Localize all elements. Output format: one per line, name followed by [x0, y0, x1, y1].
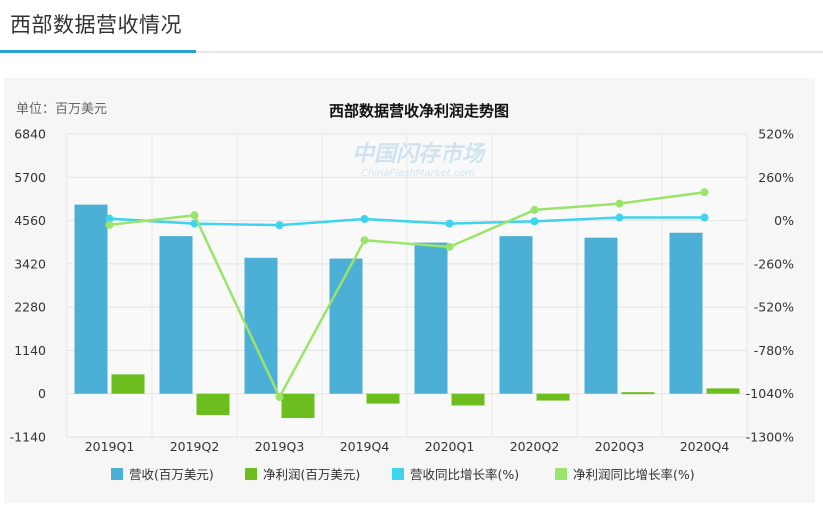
x-tick-label: 2020Q1 — [425, 439, 475, 454]
revenue-bar — [329, 258, 363, 394]
net-profit-bar — [196, 393, 230, 415]
revenue-yoy-point — [700, 213, 709, 222]
y-right-tick-label: -1040% — [746, 386, 794, 401]
x-tick-label: 2020Q4 — [680, 439, 730, 454]
header-divider — [0, 51, 823, 53]
y-right-tick-label: -260% — [754, 256, 794, 271]
x-tick-label: 2020Q3 — [595, 439, 645, 454]
revenue-bar — [74, 204, 108, 394]
revenue-bar — [244, 257, 278, 394]
x-tick-label: 2019Q1 — [85, 439, 135, 454]
unit-label: 单位：百万美元 — [16, 102, 107, 117]
page-title: 西部数据营收情况 — [10, 13, 182, 37]
legend: 营收(百万美元) 净利润(百万美元) 营收同比增长率(%) 净利润同比增长率(%) — [111, 467, 695, 482]
x-axis: 2019Q1 2019Q2 2019Q3 2019Q4 2020Q1 2020Q2 2020… — [85, 439, 730, 454]
x-tick-label: 2020Q2 — [510, 439, 560, 454]
y-left-tick-label: 0 — [38, 386, 46, 401]
x-tick-label: 2019Q4 — [340, 439, 390, 454]
y-left-tick-label: 6840 — [14, 127, 46, 142]
legend-label: 营收(百万美元) — [129, 467, 214, 482]
net-profit-bar — [111, 374, 145, 394]
net-profit-bar — [366, 393, 400, 404]
y-right-tick-label: -520% — [754, 300, 794, 315]
page-header: 西部数据营收情况 — [0, 0, 823, 53]
revenue-yoy-point — [615, 213, 624, 222]
legend-swatch — [245, 468, 257, 480]
y-right-tick-label: 260% — [758, 170, 794, 185]
net-profit-bar — [621, 392, 655, 395]
header-accent-bar — [0, 50, 196, 53]
revenue-yoy-line — [109, 216, 705, 227]
profit-yoy-point — [360, 236, 369, 245]
profit-yoy-point — [530, 205, 539, 214]
profit-yoy-point — [275, 393, 284, 402]
net-profit-bar — [706, 388, 740, 394]
profit-yoy-point — [445, 242, 454, 251]
y-left-tick-label: 4560 — [14, 213, 46, 228]
y-right-tick-label: -780% — [754, 343, 794, 358]
y-right-tick-label: -1300% — [746, 430, 794, 445]
profit-yoy-point — [190, 211, 199, 220]
y-left-tick-label: 2280 — [14, 300, 46, 315]
profit-yoy-line — [109, 191, 705, 399]
revenue-yoy-point — [360, 215, 369, 224]
y-left-tick-label: -1140 — [10, 430, 46, 445]
legend-swatch — [555, 468, 567, 480]
watermark-title: 中国闪存市场 — [352, 141, 487, 167]
y-right-tick-label: 0% — [774, 213, 794, 228]
net-profit-bar — [536, 393, 570, 401]
y-axis-left: 6840 5700 4560 3420 2280 1140 0 -1140 — [10, 127, 46, 445]
line-series — [105, 188, 709, 402]
chart-title: 西部数据营收净利润走势图 — [329, 102, 509, 120]
net-profit-bar — [281, 393, 315, 419]
revenue-bar — [159, 236, 193, 394]
revenue-yoy-point — [275, 221, 284, 230]
y-left-tick-label: 1140 — [14, 343, 46, 358]
watermark-url: ChinaFlashMarket.com — [361, 168, 475, 179]
chart-grid — [66, 133, 748, 438]
profit-yoy-point — [615, 199, 624, 208]
revenue-yoy-point — [445, 219, 454, 228]
bar-series — [74, 204, 740, 419]
y-left-tick-label: 3420 — [14, 256, 46, 271]
net-profit-bar — [451, 393, 485, 406]
x-tick-label: 2019Q2 — [170, 439, 220, 454]
revenue-bar — [669, 232, 703, 394]
profit-yoy-point — [700, 188, 709, 197]
x-tick-label: 2019Q3 — [255, 439, 305, 454]
y-right-tick-label: 520% — [758, 127, 794, 142]
revenue-bar — [499, 236, 533, 394]
profit-yoy-point — [105, 220, 114, 229]
revenue-yoy-point — [105, 214, 114, 223]
legend-label: 净利润(百万美元) — [263, 467, 360, 482]
revenue-bar — [584, 237, 618, 394]
legend-label: 营收同比增长率(%) — [410, 467, 519, 482]
legend-swatch — [392, 468, 404, 480]
y-left-tick-label: 5700 — [14, 170, 46, 185]
revenue-yoy-point — [530, 217, 539, 226]
legend-swatch — [111, 468, 123, 480]
legend-label: 净利润同比增长率(%) — [573, 467, 695, 482]
revenue-bar — [414, 242, 448, 394]
y-axis-right: 520% 260% 0% -260% -520% -780% -1040% -1300% — [746, 127, 794, 445]
